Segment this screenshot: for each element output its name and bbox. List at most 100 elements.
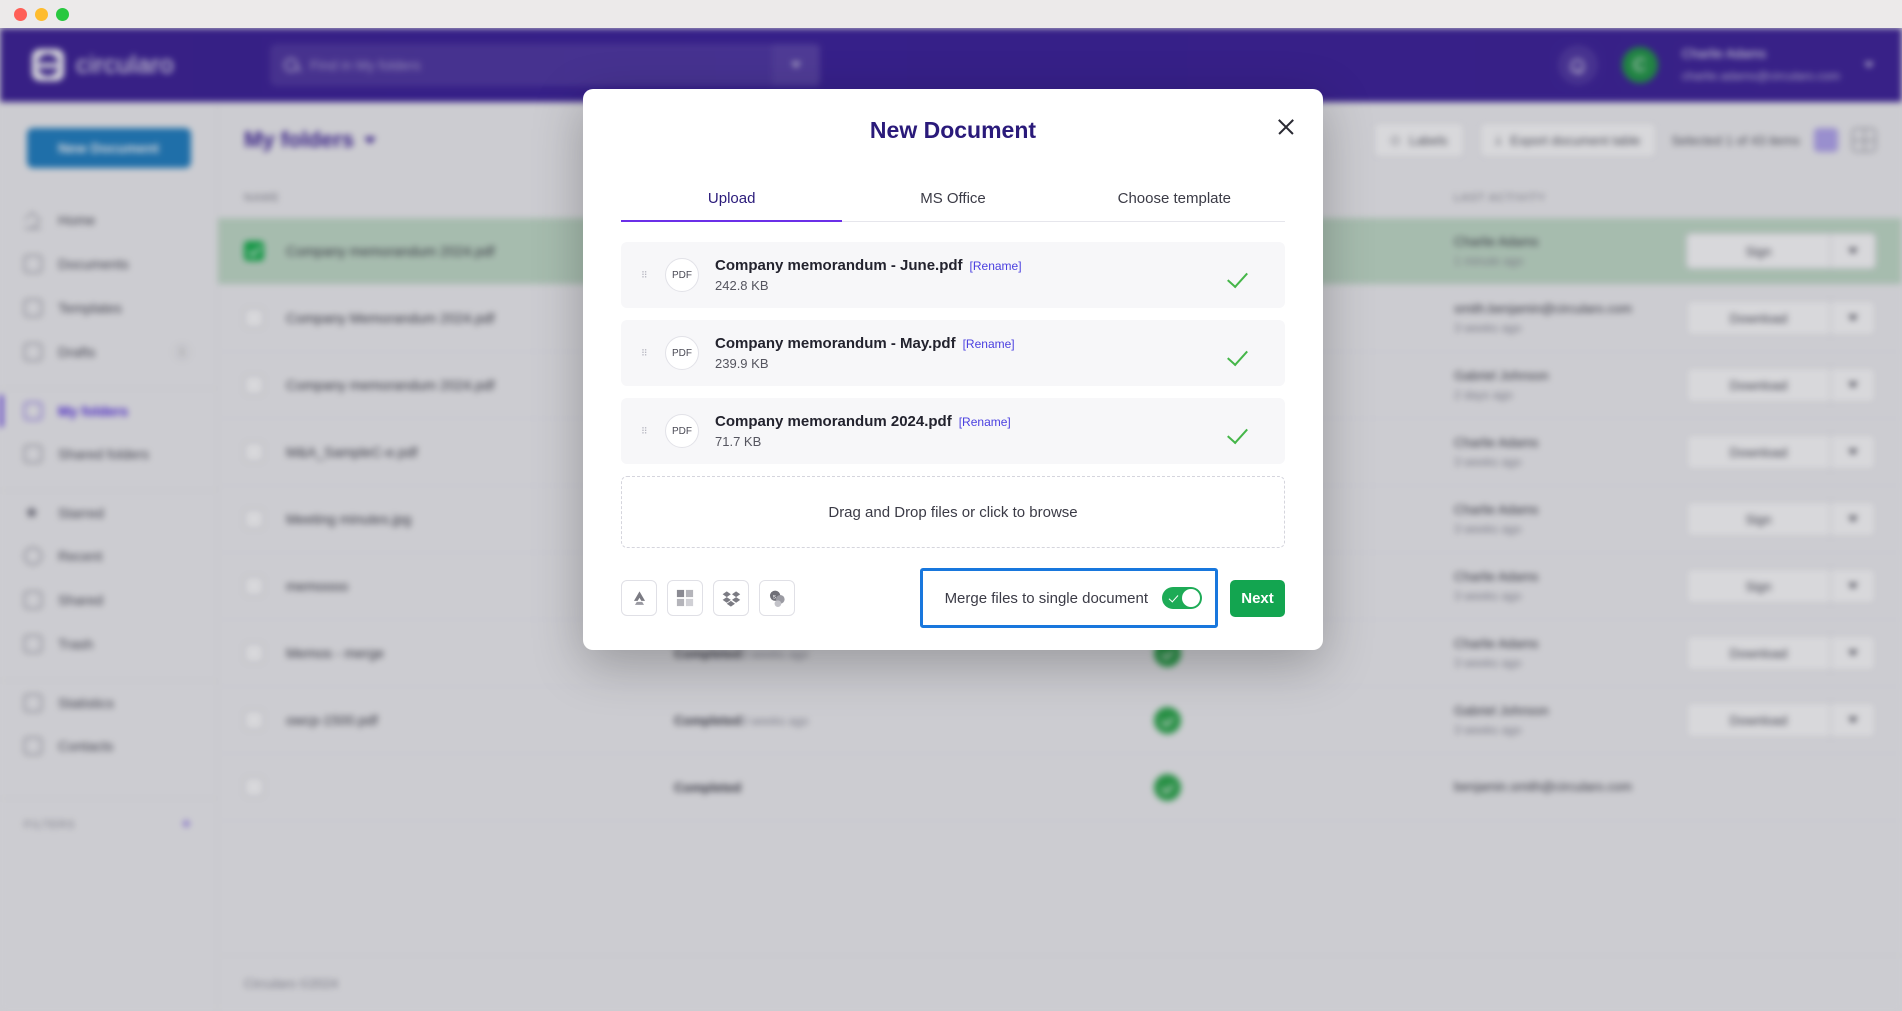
add-filter-icon[interactable]: + [181,815,191,833]
file-dropzone[interactable]: Drag and Drop files or click to browse [621,476,1285,548]
rename-link[interactable]: [Rename] [969,259,1022,273]
notifications-button[interactable] [1557,45,1598,85]
row-activity-cell: Charlie Adams 3 weeks ago [1454,634,1686,673]
page-title-chevron-icon[interactable] [364,136,377,144]
window-close-button[interactable] [14,7,27,21]
row-activity-user: Charlie Adams [1454,568,1539,584]
drag-handle-icon[interactable]: ⠿ [641,269,649,280]
merge-files-option[interactable]: Merge files to single document [919,568,1218,628]
table-row[interactable]: owcp-1500.pdf Completed3 weeks ago Gabri… [218,687,1902,754]
column-header-activity[interactable]: LAST ACTIVITY [1454,192,1547,204]
table-row[interactable]: Company memorandum 2024.pdf Gabriel John… [218,352,1902,419]
labels-button-label: Labels [1409,132,1448,148]
row-activity-cell: benjamin.smith@circularo.com [1454,777,1686,797]
check-icon [1168,592,1179,603]
row-action-menu-button[interactable] [1830,367,1876,403]
google-drive-icon[interactable] [621,580,657,616]
row-action-menu-button[interactable] [1830,568,1876,604]
tab-choose-template[interactable]: Choose template [1117,190,1232,207]
sidebar-item-trash[interactable]: Trash [0,622,217,666]
sidebar-item-statistics[interactable]: Statistics [0,680,217,724]
merge-files-toggle[interactable] [1162,587,1202,609]
row-action-menu-button[interactable] [1830,233,1876,269]
labels-button[interactable]: ◇ Labels [1373,122,1465,158]
sidebar-item-starred[interactable]: ★ Starred [0,490,217,534]
window-minimize-button[interactable] [35,7,48,21]
brand-logo[interactable]: circularo [32,49,232,81]
row-actions: Download [1686,702,1876,738]
document-icon [24,255,42,273]
sidebar-item-recent[interactable]: Recent [0,534,217,578]
rename-link[interactable]: [Rename] [962,337,1015,351]
row-checkbox[interactable] [244,643,264,663]
new-document-button[interactable]: New Document [26,128,191,168]
chevron-down-icon [1848,650,1858,656]
sharepoint-icon[interactable]: s [759,580,795,616]
window-maximize-button[interactable] [56,7,69,21]
onedrive-icon[interactable] [667,580,703,616]
row-primary-action-button[interactable]: Download [1686,367,1830,403]
row-primary-action-button[interactable]: Sign [1686,233,1830,269]
user-info[interactable]: Charlie Adams charlie.adams@circularo.co… [1682,43,1840,86]
drag-handle-icon[interactable]: ⠿ [641,347,649,358]
sidebar-item-shared[interactable]: Shared [0,578,217,622]
sidebar-item-label: Trash [58,636,94,652]
row-actions: Sign [1686,568,1876,604]
list-item[interactable]: ⠿ PDF Company memorandum - May.pdf [Renam… [621,320,1285,386]
row-action-menu-button[interactable] [1830,635,1876,671]
sidebar-item-templates[interactable]: Templates [0,286,217,330]
list-view-toggle[interactable] [1814,128,1838,152]
list-item[interactable]: ⠿ PDF Company memorandum - June.pdf [Rena… [621,242,1285,308]
row-checkbox[interactable] [244,710,264,730]
row-primary-action-button[interactable]: Sign [1686,501,1830,537]
row-primary-action-button[interactable]: Download [1686,434,1830,470]
search-scope-dropdown[interactable] [772,44,820,86]
row-primary-action-button[interactable]: Sign [1686,568,1830,604]
sidebar-item-label: Statistics [58,694,115,711]
row-action-menu-button[interactable] [1830,501,1876,537]
row-action-menu-button[interactable] [1830,702,1876,738]
sidebar-item-shared-folders[interactable]: Shared folders [0,432,217,476]
sidebar-item-contacts[interactable]: Contacts [0,724,217,768]
next-button[interactable]: Next [1230,579,1285,617]
dropbox-glyph [722,590,740,607]
sidebar-item-documents[interactable]: Documents [0,242,217,286]
drag-handle-icon[interactable]: ⠿ [641,425,649,436]
export-document-table-button[interactable]: ⤓ Export document table [1478,122,1658,158]
row-action-menu-button[interactable] [1830,434,1876,470]
close-icon[interactable] [1273,114,1299,140]
search-input[interactable]: Find in My folders [270,44,820,86]
tab-ms-office[interactable]: MS Office [920,190,986,207]
row-primary-action-button[interactable]: Download [1686,300,1830,336]
row-checkbox[interactable] [244,241,264,261]
row-actions: Sign [1686,501,1876,537]
pdf-file-icon: PDF [665,258,699,292]
row-action-menu-button[interactable] [1830,300,1876,336]
user-menu-chevron-icon[interactable] [1864,62,1874,68]
sidebar-item-drafts[interactable]: Drafts 1 [0,330,217,374]
rename-link[interactable]: [Rename] [958,415,1011,429]
table-row[interactable]: Completed benjamin.smith@circularo.com [218,754,1902,821]
table-row[interactable]: Memos - merge Completed3 weeks ago Charl… [218,620,1902,687]
row-primary-action-button[interactable]: Download [1686,635,1830,671]
row-checkbox[interactable] [244,308,264,328]
row-checkbox[interactable] [244,777,264,797]
main-toolbar: My folders ◇ Labels ⤓ Export document tabl… [218,102,1902,178]
row-activity-user: smith.benjamin@circularo.com [1454,300,1632,316]
sidebar-item-home[interactable]: Home [0,198,217,242]
row-checkbox[interactable] [244,442,264,462]
row-checkbox[interactable] [244,576,264,596]
column-header-name[interactable]: NAME [244,192,280,204]
list-item[interactable]: ⠿ PDF Company memorandum 2024.pdf [Rename… [621,398,1285,464]
sidebar-item-my-folders[interactable]: My folders [0,388,217,432]
chevron-down-icon [1848,248,1858,254]
avatar[interactable]: C [1621,47,1658,83]
row-checkbox[interactable] [244,509,264,529]
row-checkbox[interactable] [244,375,264,395]
grid-view-toggle[interactable] [1852,128,1876,152]
row-primary-action-button[interactable]: Download [1686,702,1830,738]
row-activity-time: 1 minute ago [1454,254,1524,268]
tab-upload[interactable]: Upload [621,180,843,223]
dropbox-icon[interactable] [713,580,749,616]
table-row[interactable]: Company Memorandum 2024.pdf smith.benjam… [218,285,1902,352]
